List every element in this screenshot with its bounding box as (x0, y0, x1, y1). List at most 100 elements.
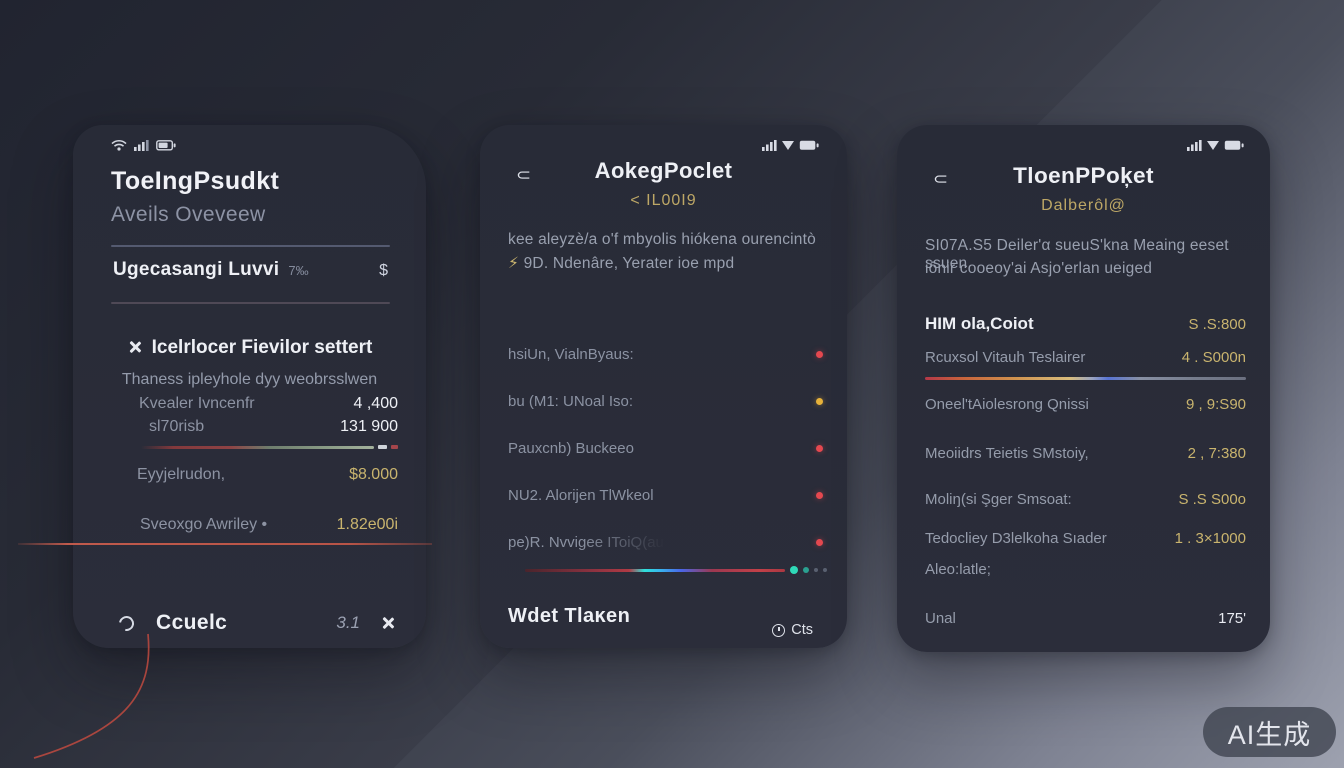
stat-label: Sveoxgo Awriley • (140, 516, 268, 533)
row-value: S .S:800 (1188, 316, 1246, 333)
progress-dot (814, 568, 818, 572)
row-label: HIM ola,Coiot (925, 314, 1034, 333)
item-label: bu (M1: UNoal Iso: (508, 393, 634, 410)
stat-value: $8.000 (349, 466, 398, 483)
page-title: TloenPPoķet (1013, 163, 1154, 188)
table-row[interactable]: Aleo:latle; (925, 561, 1246, 578)
description-line: SI07A.S5 Deiler'α sueuS'kna Meaing eeset… (925, 237, 1229, 272)
account-meta: 7‰ (288, 263, 309, 278)
status-bar-middle (762, 140, 819, 151)
row-label: Aleo:latle; (925, 561, 991, 578)
wifi-icon (111, 139, 127, 151)
section-heading: Icelrlocer Fievilor settert (73, 337, 426, 359)
row-label: Kvealer Ivncenfr (139, 395, 255, 412)
status-dot (816, 492, 823, 499)
row-label: Rcuxsol Vitauh Teslairer (925, 349, 1086, 366)
tools-icon (127, 339, 143, 355)
page-subtitle: Aveils Oveveew (111, 203, 266, 226)
divider-line (141, 445, 374, 449)
red-curve-decoration (33, 633, 150, 759)
page-title: AokegPoclet (594, 158, 733, 183)
stat-row: Sveoxgo Awriley • 1.82e00i (140, 516, 398, 534)
table-row[interactable]: Rcuxsol Vitauh Teslairer 4 . S000n (925, 349, 1246, 366)
currency-icon[interactable]: $ (379, 262, 388, 279)
row-value: 1 . 3×1000 (1174, 530, 1246, 547)
tools-icon[interactable] (380, 615, 396, 631)
back-button[interactable]: ⊂ (933, 170, 949, 188)
status-dot (816, 445, 823, 452)
row-value: 4 . S000n (1181, 349, 1246, 366)
card-footer: Ccuelc 3.1 (116, 611, 396, 635)
list-item[interactable]: pe)R. Nvvigee IToiQ(au: (508, 534, 823, 551)
wifi-icon (1207, 140, 1219, 150)
wifi-icon (782, 140, 794, 150)
item-label: pe)R. Nvvigee IToiQ(au: (508, 534, 669, 551)
description-line: kee aleyzè/a o'f mbyolis hiókena ourenci… (508, 231, 816, 248)
clock-icon (772, 623, 786, 637)
page-subtitle: < IL00I9 (630, 192, 697, 209)
status-dot (816, 539, 823, 546)
table-row[interactable]: Oneel'tAiolesrong Qnissi 9 , 9:S90 (925, 396, 1246, 413)
battery-icon (156, 139, 176, 151)
item-label: hsiUn, VialnByaus: (508, 346, 634, 363)
divider (111, 302, 390, 304)
watermark-label: AI生成 (1227, 719, 1312, 750)
token-list-card: ⊂ AokegPoclet < IL00I9 kee aleyzè/a o'f … (480, 125, 847, 648)
row-value: S .S S00o (1178, 491, 1246, 508)
list-item[interactable]: Pauxcnb) Buckeeo (508, 440, 823, 457)
signal-icon (1187, 140, 1202, 151)
status-dot (816, 351, 823, 358)
divider-chip (391, 445, 398, 449)
row-label: sl70risb (149, 418, 205, 435)
row-value: 4 ,400 (353, 395, 398, 412)
row-label: Meoiidrs Teietis SMstoiy, (925, 445, 1089, 462)
table-row[interactable]: Meoiidrs Teietis SMstoiy, 2 , 7:380 (925, 445, 1246, 462)
footer-status[interactable]: Cts (772, 622, 813, 638)
stat-row: Eyyjelrudon, $8.000 (137, 466, 398, 484)
item-label: Pauxcnb) Buckeeo (508, 440, 634, 457)
footer-title: Wdet Tlaĸen (508, 605, 631, 627)
description-line: iônir cooeoy'ai Asjo'erlan ueiged (925, 260, 1153, 277)
table-row: Kvealer Ivncenfr 4 ,400 (139, 395, 398, 413)
section-description: Thaness ipleyhole dyy weobrsslwen (121, 371, 378, 388)
list-item[interactable]: NU2. Alorijen TlWkeol (508, 487, 823, 504)
row-label: Unal (925, 610, 956, 627)
table-row[interactable]: HIM ola,Coiot S .S:800 (925, 314, 1246, 334)
table-row[interactable]: Moliŋ(si Şger Smsoat: S .S S00o (925, 491, 1246, 508)
table-row[interactable]: Tedocliey D3lelkoha Sıader 1 . 3×1000 (925, 530, 1246, 547)
bolt-icon: ⚡ (508, 255, 520, 272)
status-bar-right (1187, 140, 1244, 151)
table-row[interactable]: Unal 175' (925, 610, 1246, 627)
table-row: sl70risb 131 900 (149, 418, 398, 436)
gradient-divider (141, 445, 398, 449)
divider-chip (378, 445, 387, 449)
battery-icon (1224, 140, 1244, 150)
progress-bar (525, 566, 827, 574)
gradient-bar (525, 568, 785, 572)
progress-dot (823, 568, 827, 572)
list-item[interactable]: bu (M1: UNoal Iso: (508, 393, 823, 410)
description-line: ⚡ 9D. Ndenâre, Yerater ioe mpd (508, 254, 823, 273)
back-button[interactable]: ⊂ (516, 166, 532, 184)
row-label: Moliŋ(si Şger Smsoat: (925, 491, 1072, 508)
battery-icon (799, 140, 819, 150)
account-row[interactable]: Ugecasangi Luvvi 7‰ $ (113, 259, 388, 281)
balances-card: ⊂ TloenPPoķet Dalberôl@ SI07A.S5 Deiler'… (897, 125, 1270, 652)
footer-value: 3.1 (336, 613, 360, 632)
row-value: 9 , 9:S90 (1185, 396, 1246, 413)
signal-icon (134, 139, 149, 151)
description-text: 9D. Ndenâre, Yerater ioe mpd (523, 255, 735, 272)
gradient-divider (925, 377, 1246, 380)
divider (111, 245, 390, 247)
page-subtitle: Dalberôl@ (1041, 197, 1126, 214)
progress-dot (790, 566, 798, 574)
row-value: 131 900 (340, 418, 398, 435)
status-bar-left (111, 139, 176, 151)
list-item[interactable]: hsiUn, VialnByaus: (508, 346, 823, 363)
row-label: Tedocliey D3lelkoha Sıader (925, 530, 1107, 547)
assets-overview-card: ToeIngPsudkt Aveils Oveveew Ugecasangi L… (73, 125, 426, 648)
footer-title: Ccuelc (156, 611, 228, 634)
stat-value: 1.82e00i (336, 516, 398, 533)
account-label: Ugecasangi Luvvi (113, 259, 280, 280)
